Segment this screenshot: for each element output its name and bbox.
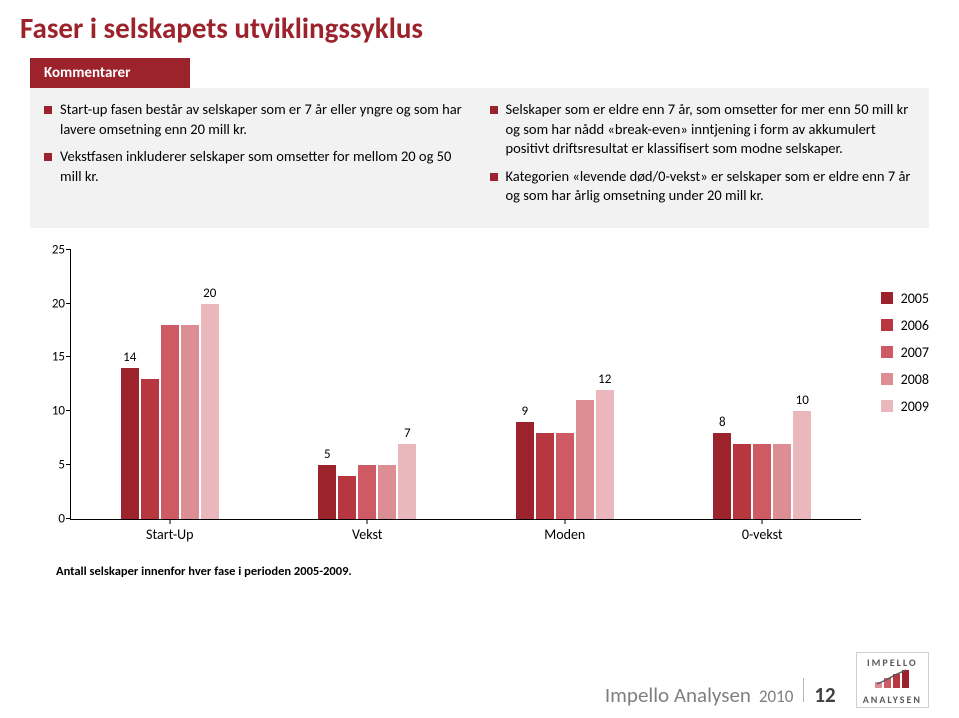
chart-bar: [713, 433, 731, 519]
chart-bar: [181, 325, 199, 519]
legend-item: 2008: [881, 371, 929, 388]
legend-swatch-icon: [881, 346, 893, 358]
footer-page-number: 12: [814, 682, 835, 708]
bar-group: 1420: [121, 304, 219, 519]
comment-bullet: Kategorien «levende død/0-vekst» er sels…: [490, 167, 916, 206]
chart-bar: [596, 390, 614, 519]
comments-panel: Kommentarer Start-up fasen består av sel…: [30, 58, 929, 228]
chart-bar: [556, 433, 574, 519]
chart-bar: [398, 444, 416, 519]
footer-separator: [803, 678, 804, 702]
bar-group: 57: [318, 444, 416, 519]
chart-bar: [318, 465, 336, 519]
chart-bar: [121, 368, 139, 519]
slide-footer: Impello Analysen 2010 12 IMPELLO ANALYSE…: [0, 652, 959, 708]
footer-year: 2010: [759, 686, 793, 707]
legend-item: 2005: [881, 290, 929, 307]
y-axis-tick-label: 25: [35, 242, 65, 257]
legend-label: 2005: [901, 290, 929, 307]
x-axis-category-label: Start-Up: [146, 526, 193, 543]
x-axis-category-label: Moden: [544, 526, 585, 543]
logo-top-text: IMPELLO: [867, 657, 918, 668]
logo-mark-icon: [875, 668, 909, 692]
comment-bullet: Start-up fasen består av selskaper som e…: [44, 100, 470, 139]
chart-bar: [516, 422, 534, 519]
chart-bar: [733, 444, 751, 519]
chart-caption: Antall selskaper innenfor hver fase i pe…: [56, 564, 959, 579]
slide-title: Faser i selskapets utviklingssyklus: [0, 0, 959, 54]
chart-bar: [773, 444, 791, 519]
chart-bar: [161, 325, 179, 519]
chart-bar: [338, 476, 356, 519]
comments-right-column: Selskaper som er eldre enn 7 år, som oms…: [490, 100, 916, 214]
x-axis-category-label: Vekst: [352, 526, 382, 543]
chart-legend: 2005 2006 2007 2008 2009: [881, 290, 929, 425]
comments-body: Start-up fasen består av selskaper som e…: [30, 88, 929, 228]
legend-item: 2006: [881, 317, 929, 334]
y-axis-tick-label: 20: [35, 296, 65, 311]
y-axis-tick-label: 0: [35, 511, 65, 526]
legend-label: 2006: [901, 317, 929, 334]
chart-bar: [793, 411, 811, 519]
comment-bullet: Selskaper som er eldre enn 7 år, som oms…: [490, 100, 916, 159]
bar-group: 912: [516, 390, 614, 519]
impello-logo: IMPELLO ANALYSEN: [856, 652, 929, 708]
legend-swatch-icon: [881, 292, 893, 304]
chart-bar: [378, 465, 396, 519]
y-axis-tick-label: 15: [35, 350, 65, 365]
comment-bullet: Vekstfasen inkluderer selskaper som omse…: [44, 147, 470, 186]
chart-bar: [576, 400, 594, 518]
legend-swatch-icon: [881, 373, 893, 385]
bar-value-label: 14: [121, 350, 139, 365]
legend-swatch-icon: [881, 319, 893, 331]
chart-bar: [753, 444, 771, 519]
chart-bar: [536, 433, 554, 519]
chart-bar: [141, 379, 159, 519]
legend-item: 2009: [881, 398, 929, 415]
comments-header: Kommentarer: [30, 58, 190, 88]
legend-label: 2009: [901, 398, 929, 415]
chart-bar: [358, 465, 376, 519]
chart-bar: [201, 304, 219, 519]
bar-chart: 05101520251420Start-Up57Vekst912Moden810…: [30, 250, 871, 550]
legend-item: 2007: [881, 344, 929, 361]
bar-value-label: 5: [318, 447, 336, 462]
bar-value-label: 9: [516, 404, 534, 419]
x-axis-category-label: 0-vekst: [742, 526, 783, 543]
legend-label: 2008: [901, 371, 929, 388]
bar-value-label: 7: [398, 426, 416, 441]
comments-left-column: Start-up fasen består av selskaper som e…: [44, 100, 470, 214]
logo-bottom-text: ANALYSEN: [863, 694, 922, 705]
y-axis-tick-label: 5: [35, 458, 65, 473]
y-axis-tick-label: 10: [35, 404, 65, 419]
bar-group: 810: [713, 411, 811, 519]
legend-swatch-icon: [881, 400, 893, 412]
bar-value-label: 12: [596, 372, 614, 387]
footer-brand: Impello Analysen: [605, 682, 751, 708]
bar-value-label: 10: [793, 393, 811, 408]
bar-value-label: 20: [201, 286, 219, 301]
legend-label: 2007: [901, 344, 929, 361]
bar-value-label: 8: [713, 415, 731, 430]
